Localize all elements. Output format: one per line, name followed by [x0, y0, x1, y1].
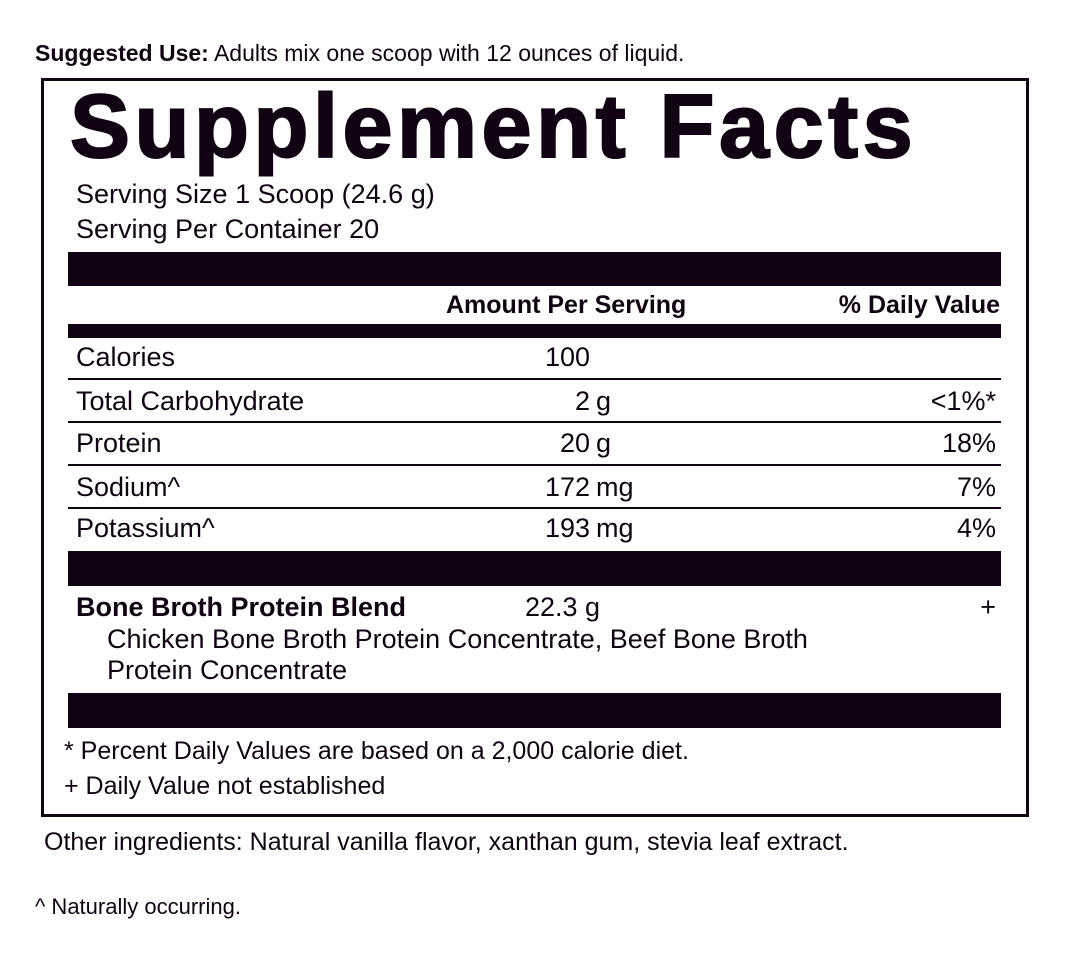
row-divider: [68, 464, 1001, 466]
header-amount: Amount Per Serving: [446, 291, 687, 319]
divider-bar: [68, 693, 1001, 728]
nutrient-unit: mg: [596, 513, 634, 543]
divider-bar: [68, 551, 1001, 586]
nutrient-unit: g: [596, 428, 612, 458]
nutrient-name: Calories: [76, 342, 176, 372]
nutrient-dv: 18%: [941, 428, 996, 458]
nutrient-amount: 20: [559, 428, 590, 458]
blend-amount: 22.3 g: [525, 592, 601, 622]
nutrient-amount: 2: [574, 386, 590, 416]
supplement-facts-panel: [41, 78, 1029, 817]
row-divider: [68, 421, 1001, 423]
nutrient-name: Potassium^: [76, 513, 215, 543]
servings-per-container: Serving Per Container 20: [76, 214, 380, 244]
nutrient-name: Sodium^: [76, 472, 181, 502]
nutrient-dv: <1%*: [930, 386, 996, 416]
nutrient-dv: 4%: [956, 513, 996, 543]
footnote-daily-values: * Percent Daily Values are based on a 2,…: [64, 737, 689, 765]
suggested-use: Suggested Use: Adults mix one scoop with…: [35, 40, 684, 67]
divider-bar: [68, 324, 1001, 338]
footnote-not-established: + Daily Value not established: [64, 772, 386, 800]
nutrient-row: Sodium^ 172 mg 7%: [76, 472, 996, 502]
nutrient-row: Protein 20 g 18%: [76, 428, 996, 458]
nutrient-row: Calories 100: [76, 342, 996, 372]
row-divider: [68, 507, 1001, 509]
nutrient-row: Total Carbohydrate 2 g <1%*: [76, 386, 996, 416]
header-daily-value: % Daily Value: [838, 291, 1000, 319]
nutrient-amount: 193: [544, 513, 590, 543]
blend-name: Bone Broth Protein Blend: [76, 592, 406, 622]
nutrient-amount: 100: [544, 342, 590, 372]
serving-size: Serving Size 1 Scoop (24.6 g): [76, 179, 435, 209]
nutrient-row: Potassium^ 193 mg 4%: [76, 513, 996, 543]
row-divider: [68, 378, 1001, 380]
suggested-use-text: Adults mix one scoop with 12 ounces of l…: [208, 40, 685, 66]
divider-bar: [68, 252, 1001, 286]
naturally-occurring-note: ^ Naturally occurring.: [35, 894, 241, 919]
blend-ingredients-line1: Chicken Bone Broth Protein Concentrate, …: [107, 624, 808, 654]
nutrient-dv: 7%: [956, 472, 996, 502]
suggested-use-label: Suggested Use:: [35, 40, 209, 66]
nutrient-name: Total Carbohydrate: [76, 386, 305, 416]
nutrient-name: Protein: [76, 428, 162, 458]
blend-dv: +: [980, 592, 996, 622]
other-ingredients: Other ingredients: Natural vanilla flavo…: [44, 828, 849, 856]
panel-title: Supplement Facts: [69, 76, 918, 178]
blend-ingredients-line2: Protein Concentrate: [107, 655, 348, 685]
nutrient-amount: 172: [544, 472, 590, 502]
nutrient-unit: mg: [596, 472, 634, 502]
nutrient-unit: g: [596, 386, 612, 416]
